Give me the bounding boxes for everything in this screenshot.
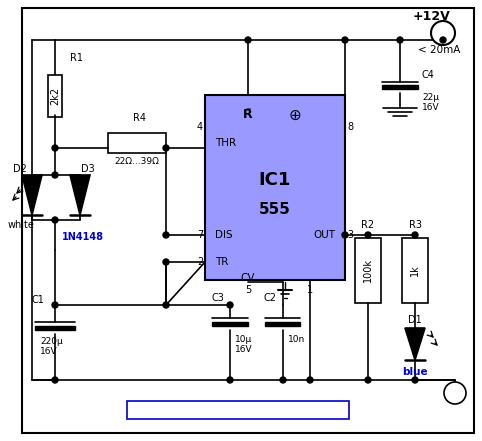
Circle shape (52, 172, 58, 178)
Text: 1k: 1k (410, 264, 420, 276)
Bar (382, 85, 418, 89)
Text: 10μ: 10μ (235, 336, 252, 344)
Text: 16V: 16V (422, 104, 440, 112)
Text: 2k2: 2k2 (50, 87, 60, 105)
Circle shape (227, 302, 233, 308)
Text: 2: 2 (197, 257, 203, 267)
Circle shape (365, 377, 371, 383)
Text: < 20mA: < 20mA (418, 45, 460, 55)
Text: 0: 0 (451, 388, 459, 398)
Text: 16V: 16V (235, 345, 253, 355)
Text: 22Ω...39Ω: 22Ω...39Ω (115, 157, 160, 167)
Text: R3: R3 (409, 220, 421, 230)
Bar (265, 322, 300, 326)
Text: C1: C1 (31, 295, 44, 305)
Text: blue: blue (402, 367, 428, 377)
Text: 10n: 10n (288, 336, 305, 344)
Circle shape (280, 377, 286, 383)
Circle shape (163, 145, 169, 151)
Text: C2: C2 (264, 293, 277, 303)
Circle shape (163, 259, 169, 265)
Text: D2: D2 (13, 164, 27, 174)
Text: +: + (437, 26, 449, 41)
Text: 22μ: 22μ (422, 93, 439, 102)
Text: THR: THR (215, 138, 236, 148)
Circle shape (163, 232, 169, 238)
Text: R̄: R̄ (243, 108, 253, 122)
Text: OUT: OUT (313, 230, 335, 240)
Polygon shape (22, 175, 42, 215)
Text: TR: TR (215, 257, 228, 267)
Text: IC1: IC1 (259, 171, 291, 189)
Circle shape (227, 377, 233, 383)
Circle shape (307, 377, 313, 383)
Text: 555: 555 (259, 202, 291, 217)
Text: D1: D1 (408, 315, 422, 325)
Circle shape (431, 21, 455, 45)
Text: 220μ: 220μ (40, 337, 63, 347)
Bar (402, 238, 428, 303)
Text: DIS: DIS (215, 230, 233, 240)
Text: 7: 7 (197, 230, 203, 240)
Text: +12V: +12V (413, 11, 451, 23)
Bar (205, 95, 345, 280)
Text: www.ExtremeCircuits.net: www.ExtremeCircuits.net (163, 407, 313, 417)
Circle shape (52, 302, 58, 308)
Circle shape (342, 232, 348, 238)
Text: 4: 4 (197, 122, 203, 132)
Circle shape (52, 145, 58, 151)
Circle shape (440, 37, 446, 43)
Text: D3: D3 (81, 164, 95, 174)
Bar (355, 238, 381, 303)
Polygon shape (70, 175, 90, 215)
Bar (48, 75, 62, 117)
Circle shape (397, 37, 403, 43)
Text: 16V: 16V (40, 348, 58, 356)
Text: C4: C4 (422, 70, 435, 80)
Bar (108, 133, 166, 153)
FancyBboxPatch shape (127, 401, 349, 419)
Text: R1: R1 (70, 53, 83, 63)
Circle shape (52, 377, 58, 383)
Text: ⊕: ⊕ (289, 108, 301, 123)
Text: 8: 8 (347, 122, 353, 132)
Circle shape (245, 37, 251, 43)
Circle shape (342, 37, 348, 43)
Circle shape (52, 217, 58, 223)
Bar (35, 326, 75, 330)
Text: 5: 5 (245, 285, 251, 295)
Text: 1: 1 (307, 285, 313, 295)
Text: 1N4148: 1N4148 (62, 232, 104, 242)
Circle shape (412, 377, 418, 383)
Bar (212, 322, 248, 326)
Text: 100k: 100k (363, 258, 373, 282)
Circle shape (412, 232, 418, 238)
Text: R2: R2 (362, 220, 375, 230)
Text: 3: 3 (347, 230, 353, 240)
Text: R4: R4 (134, 113, 147, 123)
Circle shape (444, 382, 466, 404)
Text: white: white (8, 220, 35, 230)
Polygon shape (405, 328, 425, 360)
Circle shape (365, 232, 371, 238)
Circle shape (163, 302, 169, 308)
Text: C3: C3 (212, 293, 225, 303)
Text: CV: CV (241, 273, 255, 283)
